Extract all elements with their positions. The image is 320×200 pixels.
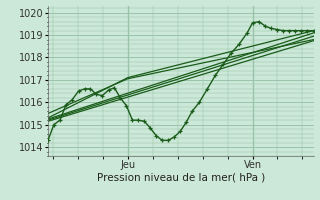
X-axis label: Pression niveau de la mer( hPa ): Pression niveau de la mer( hPa ) xyxy=(97,173,265,183)
